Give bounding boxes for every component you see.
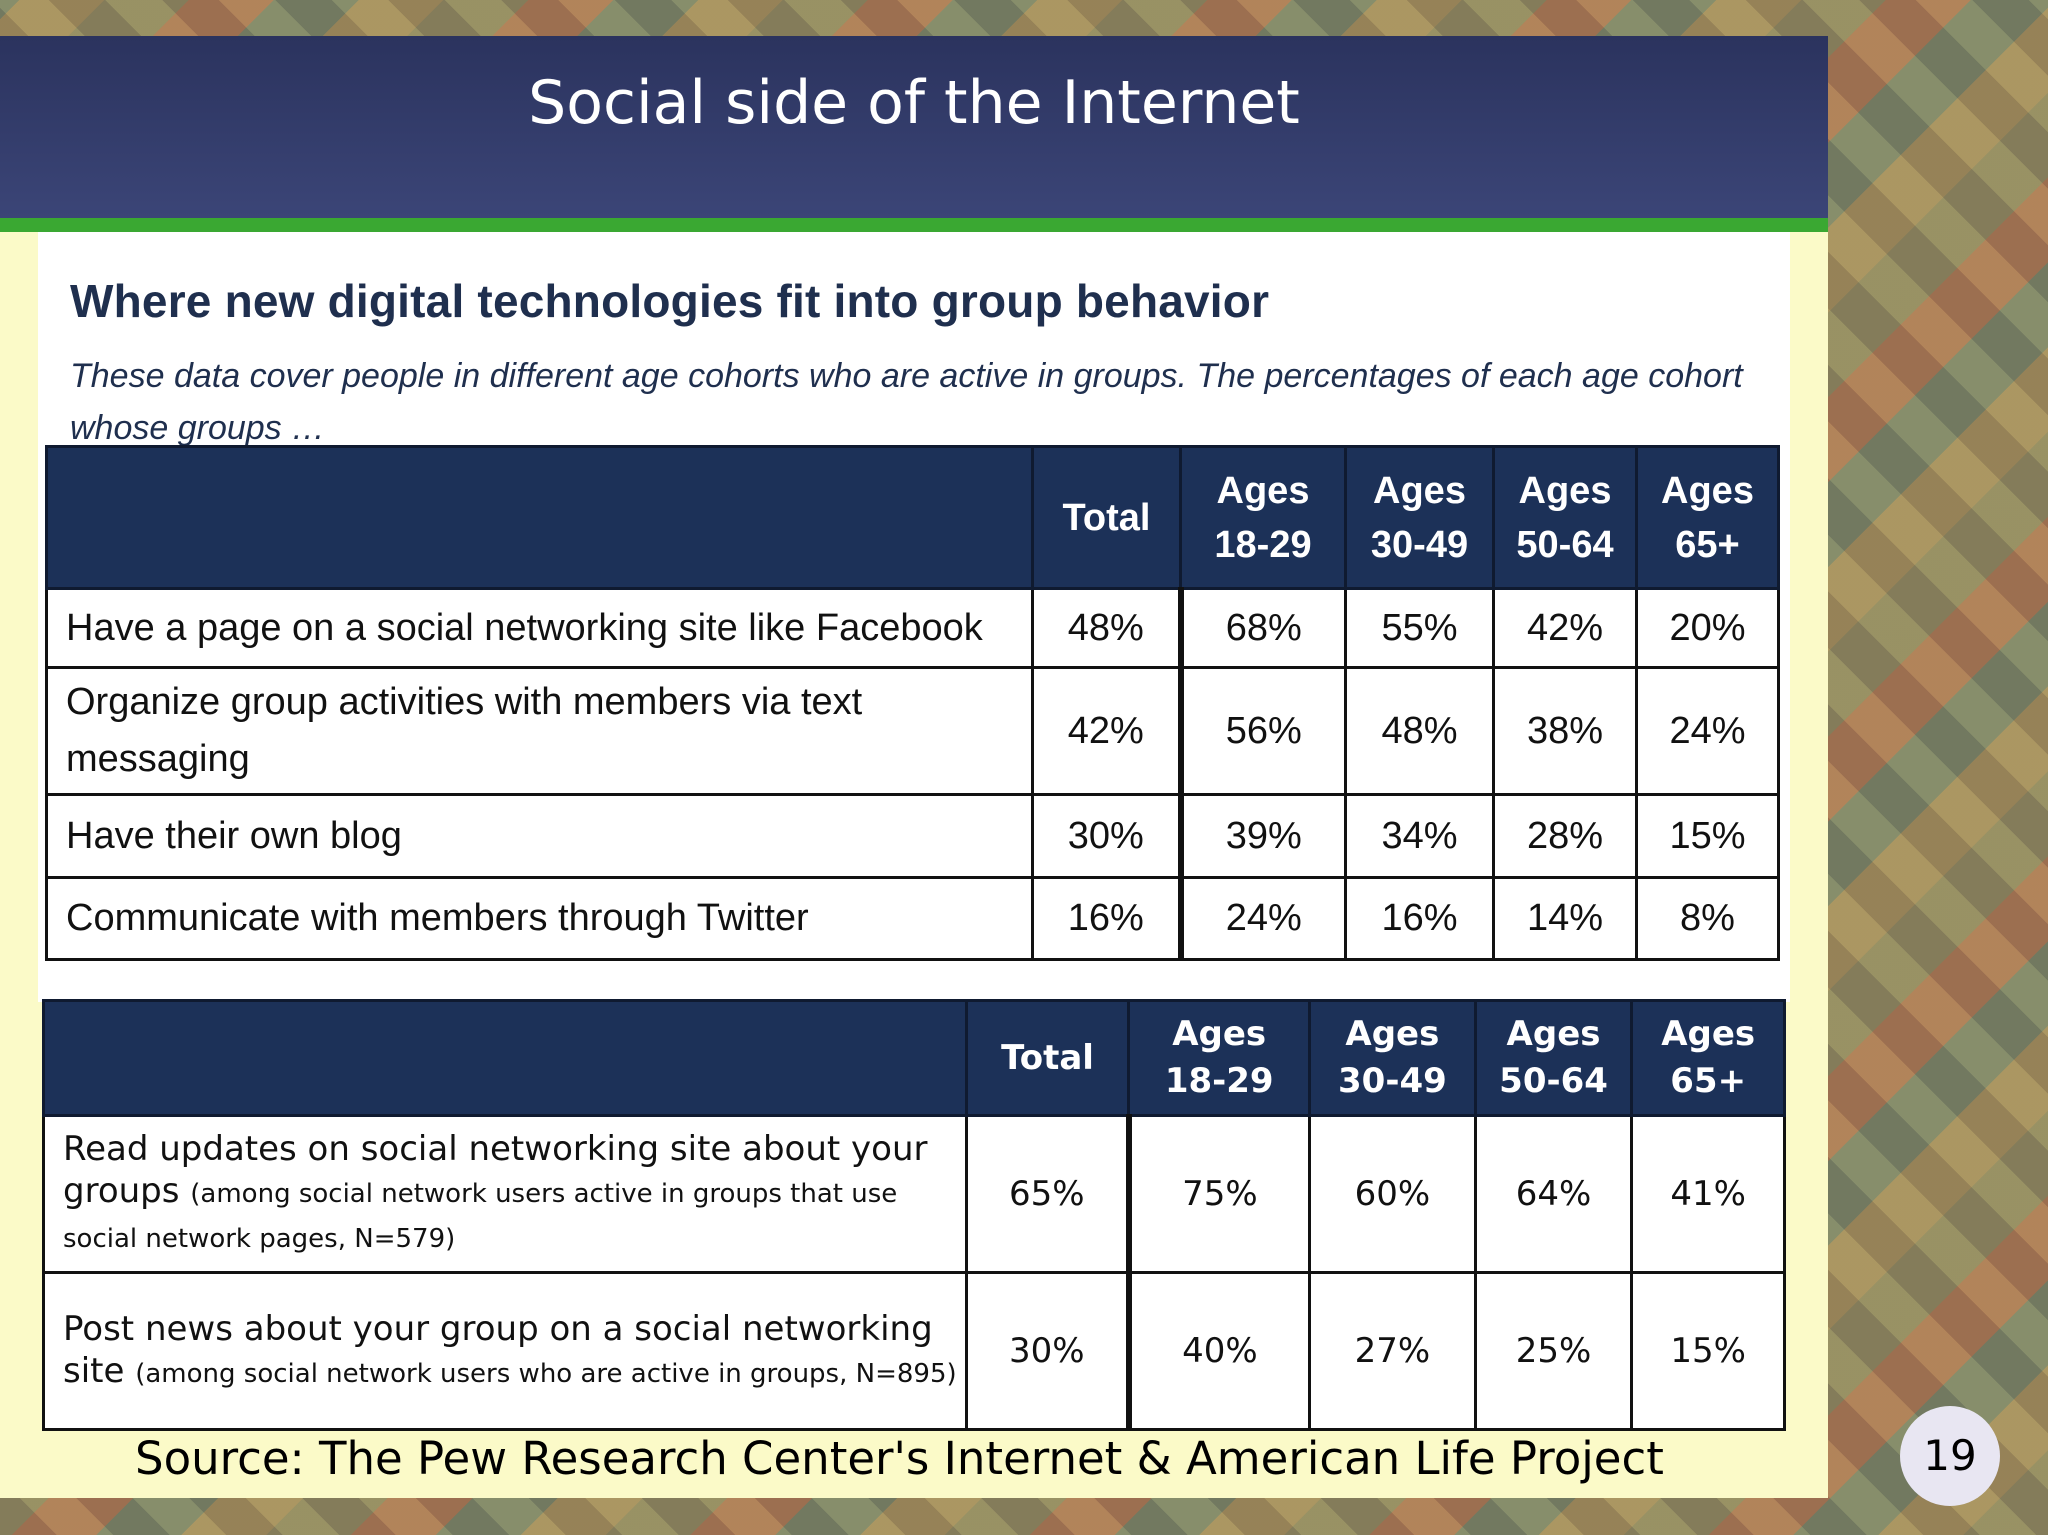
cell-50-64: 38% [1492, 666, 1638, 796]
cell-65-plus: 15% [1630, 1271, 1786, 1431]
table-row: Organize group activities with members v… [45, 666, 1780, 796]
cell-50-64: 25% [1473, 1271, 1634, 1431]
cell-65-plus: 20% [1635, 587, 1780, 669]
cell-total: 42% [1031, 666, 1184, 796]
cell-18-29: 24% [1179, 876, 1347, 961]
table-header-row: Total Ages 18-29 Ages 30-49 Ages 50-64 Ages… [45, 445, 1780, 590]
header-ages-50-64: Ages 50-64 [1492, 445, 1638, 590]
cell-total: 30% [1031, 793, 1184, 879]
cell-30-49: 27% [1308, 1271, 1477, 1431]
header-ages-18-29: Ages 18-29 [1179, 445, 1347, 590]
row-label-note: (among social network users active in gr… [63, 1179, 898, 1254]
source-citation: Source: The Pew Research Center's Intern… [135, 1432, 1664, 1485]
table-row: Read updates on social networking site a… [42, 1114, 1786, 1274]
row-label: Post news about your group on a social n… [42, 1271, 968, 1431]
cell-18-29: 68% [1179, 587, 1347, 669]
cell-30-49: 60% [1308, 1114, 1477, 1274]
row-label: Communicate with members through Twitter [45, 876, 1034, 961]
cell-30-49: 48% [1344, 666, 1495, 796]
row-label: Read updates on social networking site a… [42, 1114, 968, 1274]
panel-subtitle: These data cover people in different age… [70, 357, 1743, 447]
header-ages-30-49: Ages 30-49 [1308, 999, 1477, 1117]
header-ages-65-plus: Ages 65+ [1630, 999, 1786, 1117]
table-row: Have a page on a social networking site … [45, 587, 1780, 669]
header-blank [42, 999, 968, 1117]
cell-18-29: 39% [1179, 793, 1347, 879]
table-header-row: Total Ages 18-29 Ages 30-49 Ages 50-64 Ages… [42, 999, 1786, 1117]
cell-30-49: 16% [1344, 876, 1495, 961]
row-label-main: Post news about your group on a social n… [63, 1308, 933, 1391]
header-ages-30-49: Ages 30-49 [1344, 445, 1495, 590]
cell-total: 16% [1031, 876, 1184, 961]
table-row: Post news about your group on a social n… [42, 1271, 1786, 1431]
cell-65-plus: 15% [1635, 793, 1780, 879]
cell-50-64: 64% [1473, 1114, 1634, 1274]
cell-total: 48% [1031, 587, 1184, 669]
slide-title: Social side of the Internet [528, 68, 1300, 138]
header-ages-50-64: Ages 50-64 [1473, 999, 1634, 1117]
cell-18-29: 56% [1179, 666, 1347, 796]
row-label-main: Read updates on social networking site a… [63, 1129, 928, 1211]
row-label: Have a page on a social networking site … [45, 587, 1034, 669]
table-group-behavior: Total Ages 18-29 Ages 30-49 Ages 50-64 Ages… [45, 445, 1780, 961]
table-row: Have their own blog 30% 39% 34% 28% 15% [45, 793, 1780, 879]
cell-65-plus: 8% [1635, 876, 1780, 961]
header-ages-18-29: Ages 18-29 [1127, 999, 1312, 1117]
header-total: Total [1031, 445, 1181, 590]
row-label: Have their own blog [45, 793, 1034, 879]
row-label: Organize group activities with members v… [45, 666, 1034, 796]
table-social-network-updates: Total Ages 18-29 Ages 30-49 Ages 50-64 Ages… [42, 999, 1786, 1431]
cell-50-64: 42% [1492, 587, 1638, 669]
header-blank [45, 445, 1034, 590]
cell-18-29: 40% [1127, 1271, 1312, 1431]
cell-total: 65% [964, 1114, 1132, 1274]
header-ages-65-plus: Ages 65+ [1635, 445, 1780, 590]
cell-50-64: 28% [1492, 793, 1638, 879]
cell-18-29: 75% [1127, 1114, 1312, 1274]
row-label-note: (among social network users who are acti… [135, 1358, 957, 1389]
panel-title: Where new digital technologies fit into … [70, 275, 1270, 327]
cell-50-64: 14% [1492, 876, 1638, 961]
page-number: 19 [1900, 1406, 2000, 1506]
header-total: Total [964, 999, 1131, 1117]
cell-65-plus: 41% [1630, 1114, 1786, 1274]
cell-total: 30% [964, 1271, 1132, 1431]
cell-30-49: 34% [1344, 793, 1495, 879]
title-bar: Social side of the Internet [0, 36, 1828, 232]
cell-65-plus: 24% [1635, 666, 1780, 796]
table-row: Communicate with members through Twitter… [45, 876, 1780, 961]
cell-30-49: 55% [1344, 587, 1495, 669]
